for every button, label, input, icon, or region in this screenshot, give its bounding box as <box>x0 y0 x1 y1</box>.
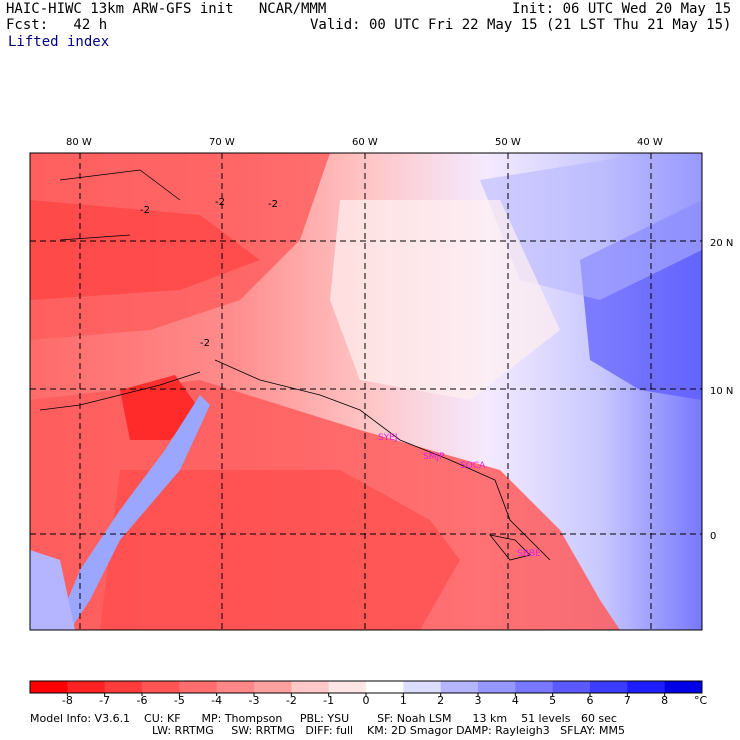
lat-label: 20 N <box>710 238 733 249</box>
colorbar-swatch <box>515 681 554 693</box>
colorbar-swatch <box>590 681 628 693</box>
colorbar-swatch <box>142 681 180 693</box>
lon-label: 80 W <box>66 137 92 148</box>
lon-label: 70 W <box>209 137 235 148</box>
field-name: Lifted index <box>8 34 110 50</box>
map-field <box>30 153 702 630</box>
colorbar-tick-label: 3 <box>475 694 482 707</box>
model-info-line1: Model Info: V3.6.1 CU: KF MP: Thompson P… <box>30 712 617 725</box>
colorbar-swatch <box>328 681 367 693</box>
colorbar-tick-label: 1 <box>400 694 407 707</box>
colorbar-tick-label: 8 <box>661 694 668 707</box>
colorbar-tick-label: -6 <box>137 694 148 707</box>
lat-label: 10 N <box>710 386 733 397</box>
contour-label: -2 <box>140 205 150 216</box>
colorbar-tick-label: 6 <box>587 694 594 707</box>
lon-label: 50 W <box>495 137 521 148</box>
colorbar-swatch <box>478 681 516 693</box>
colorbar-tick-label: 0 <box>363 694 370 707</box>
station-label: SOCA <box>460 461 486 471</box>
colorbar-tick-label: -1 <box>323 694 334 707</box>
lon-label: 60 W <box>352 137 378 148</box>
colorbar-swatch <box>664 681 703 693</box>
colorbar-tick-label: -5 <box>174 694 185 707</box>
init-time: Init: 06 UTC Wed 20 May 15 <box>512 1 732 17</box>
station-label: SYEJ <box>378 433 398 443</box>
station-label: SBBE <box>517 549 541 559</box>
colorbar-swatch <box>440 681 479 693</box>
contour-label: -2 <box>200 338 210 349</box>
colorbar-tick-label: 7 <box>624 694 631 707</box>
contour-label: -2 <box>268 199 278 210</box>
title-left: HAIC-HIWC 13km ARW-GFS init NCAR/MMM <box>6 1 327 17</box>
colorbar-swatch <box>104 681 143 693</box>
station-label: SMJP <box>423 452 445 462</box>
contour-label: -2 <box>215 197 225 208</box>
colorbar-tick-label: 5 <box>549 694 556 707</box>
colorbar-swatch <box>30 681 68 693</box>
model-info-line2: LW: RRTMG SW: RRTMG DIFF: full KM: 2D Sm… <box>152 724 625 737</box>
colorbar-swatch <box>627 681 666 693</box>
colorbar-tick-label: 4 <box>512 694 519 707</box>
colorbar-unit: °C <box>694 694 708 707</box>
colorbar-tick-label: -7 <box>99 694 110 707</box>
colorbar: -8 -7 -6 -5 -4 -3 -2 -1 0 1 2 3 4 5 6 7 8 <box>29 680 703 707</box>
colorbar-swatch <box>216 681 255 693</box>
colorbar-tick-label: -4 <box>211 694 222 707</box>
colorbar-tick-label: -8 <box>62 694 73 707</box>
colorbar-tick-label: -3 <box>249 694 260 707</box>
colorbar-swatch <box>291 681 330 693</box>
lon-label: 40 W <box>637 137 663 148</box>
valid-time: Valid: 00 UTC Fri 22 May 15 (21 LST Thu … <box>310 17 732 33</box>
lat-lon-grid <box>30 153 702 630</box>
colorbar-swatch <box>403 681 442 693</box>
colorbar-swatch <box>254 681 292 693</box>
colorbar-tick-label: 2 <box>437 694 444 707</box>
colorbar-swatch <box>179 681 218 693</box>
colorbar-swatch <box>552 681 591 693</box>
colorbar-tick-label: -2 <box>286 694 297 707</box>
forecast-hour: Fcst: 42 h <box>6 17 108 33</box>
lat-label: 0 <box>710 531 716 542</box>
colorbar-swatch <box>67 681 106 693</box>
colorbar-swatch <box>366 681 404 693</box>
